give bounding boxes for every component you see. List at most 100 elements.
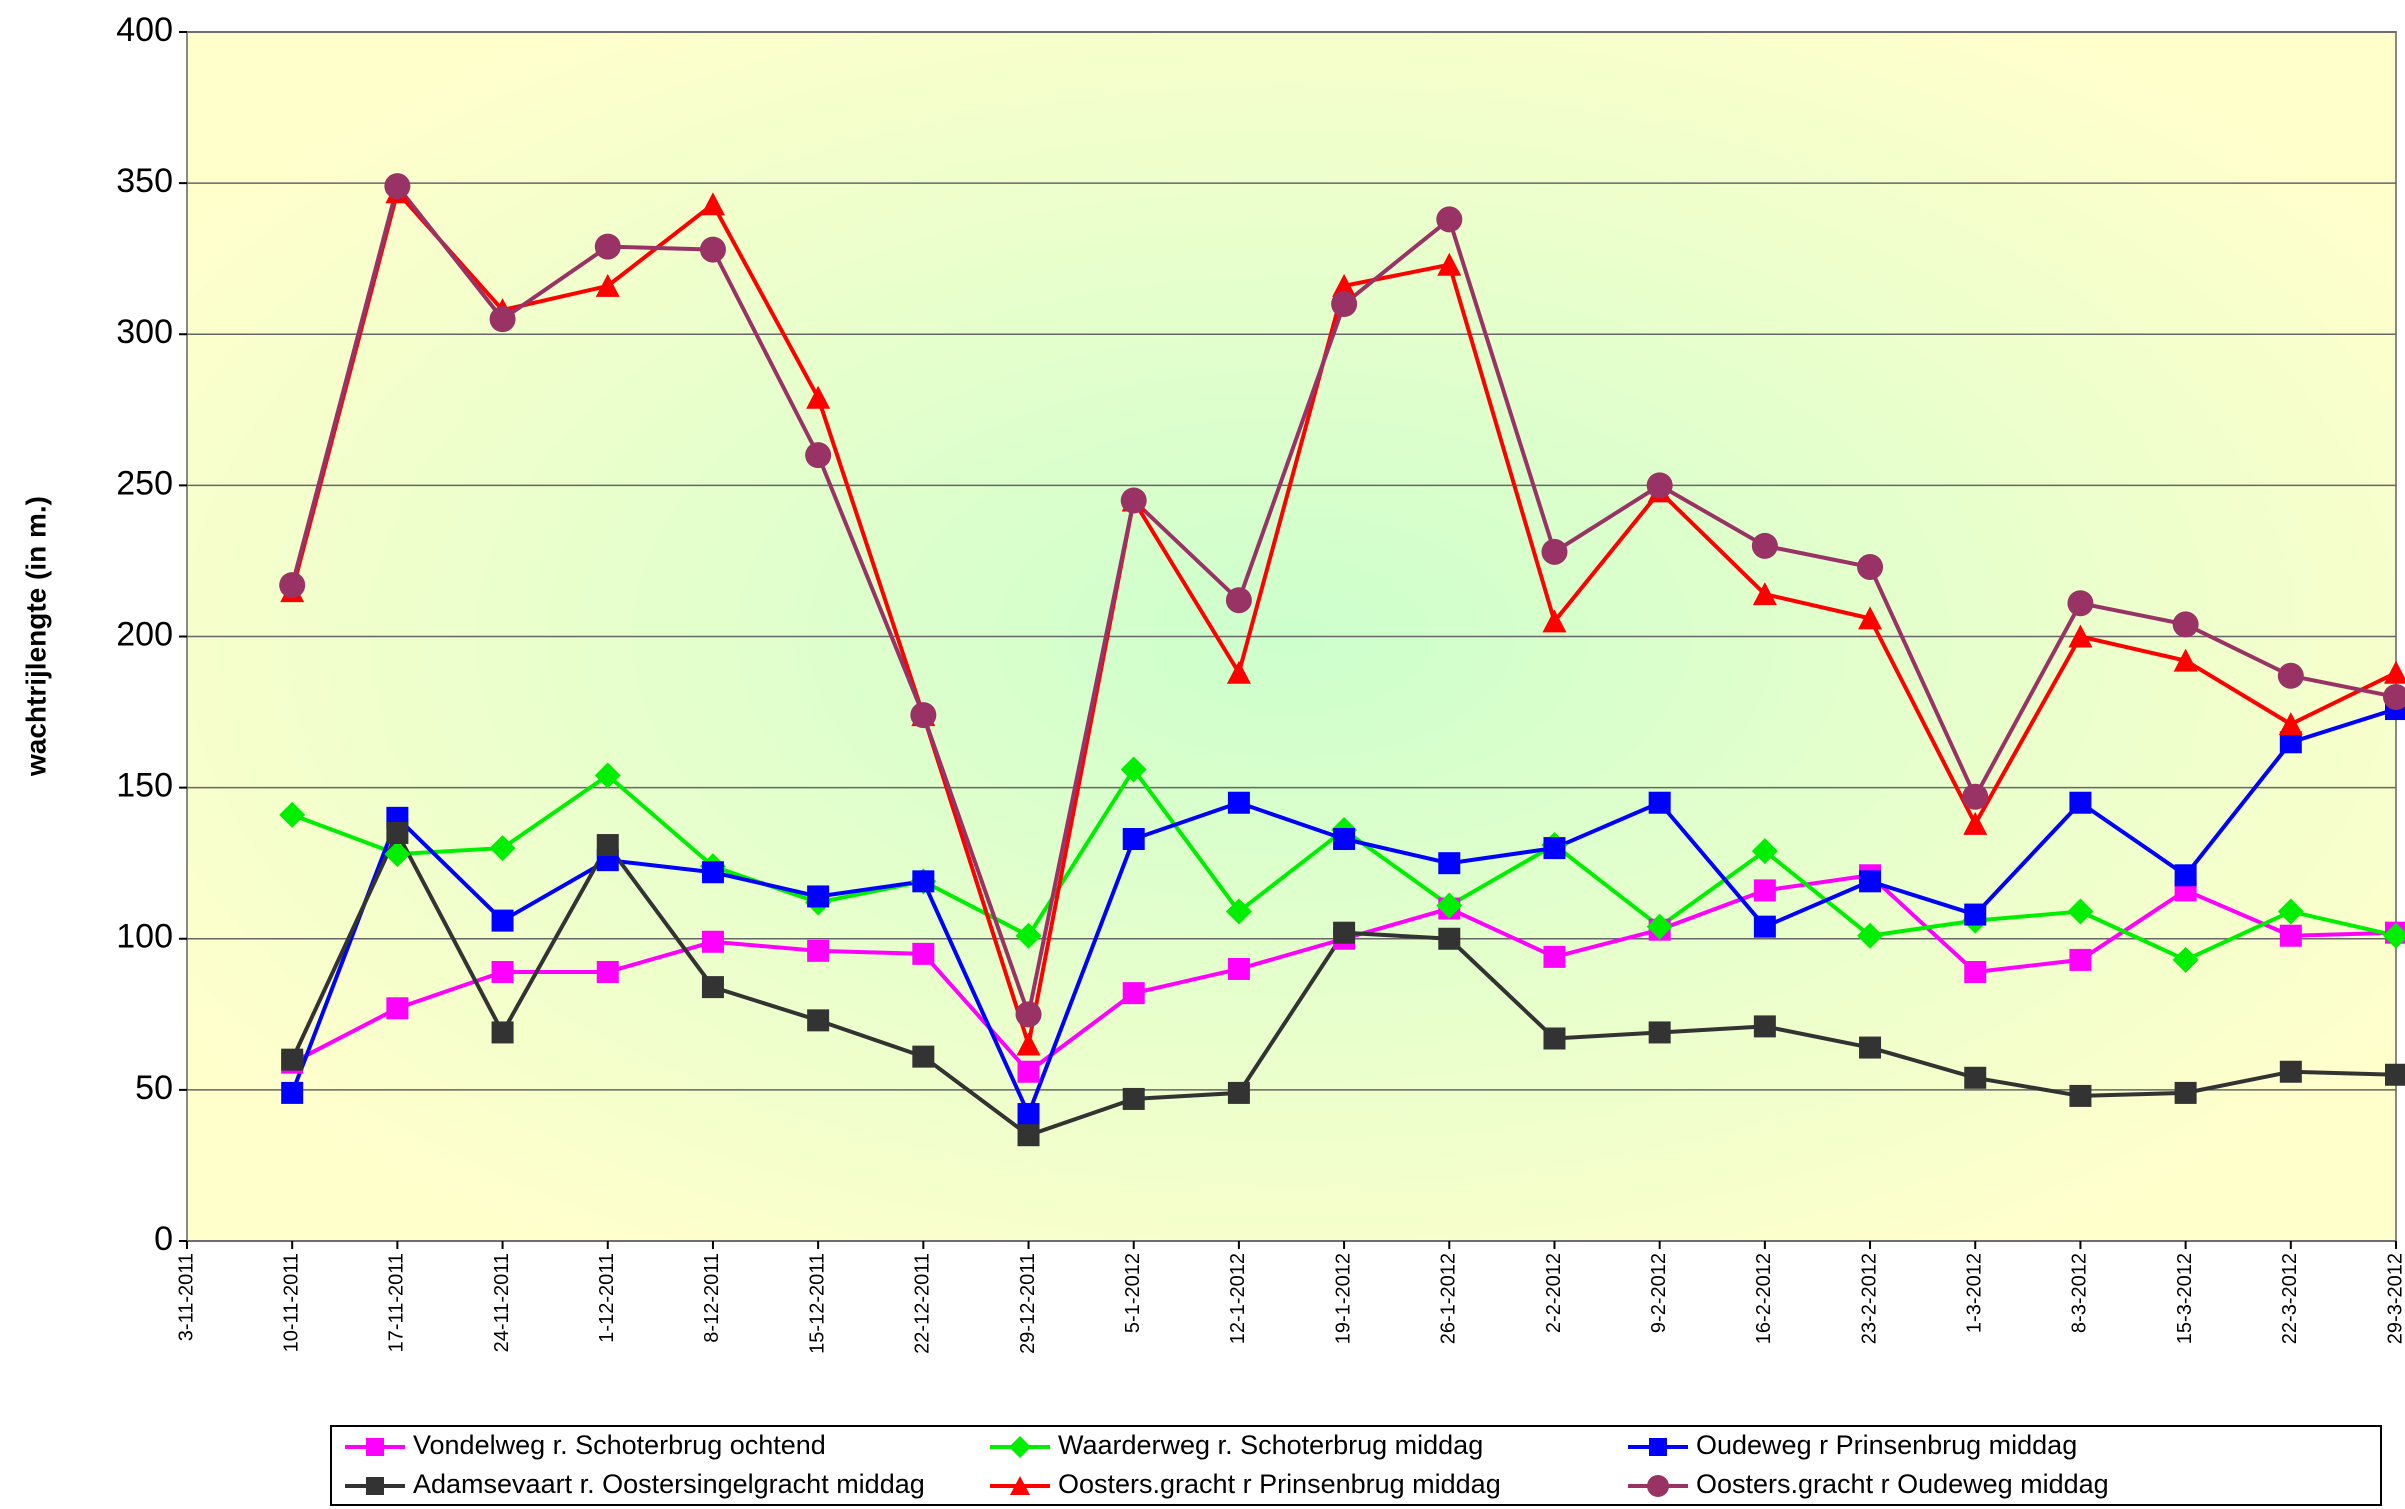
legend [330, 1425, 2382, 1506]
marker [1332, 273, 1357, 297]
x-tick-label: 19-1-2012 [1332, 1253, 1354, 1344]
marker [1648, 1021, 1671, 1044]
marker [1752, 582, 1777, 606]
marker [1016, 1032, 1041, 1056]
marker [1009, 1436, 1031, 1458]
legend-label: Oosters.gracht r Prinsenbrug middag [1058, 1469, 1501, 1499]
marker [701, 861, 724, 884]
x-tick-label: 29-12-2011 [1017, 1253, 1039, 1354]
marker [2279, 1060, 2302, 1083]
marker [912, 870, 935, 893]
marker [1331, 291, 1358, 318]
marker [1543, 945, 1566, 968]
marker [1542, 609, 1567, 633]
marker [596, 960, 619, 983]
marker [491, 909, 514, 932]
marker [2174, 864, 2197, 887]
marker [1227, 791, 1250, 814]
x-tick-label: 29-3-2012 [2384, 1253, 2405, 1344]
marker [2172, 946, 2199, 973]
marker [1543, 837, 1566, 860]
marker [1964, 960, 1987, 983]
marker [1120, 487, 1147, 514]
marker [1122, 828, 1145, 851]
marker [806, 385, 831, 409]
marker [1227, 957, 1250, 980]
marker [2068, 624, 2093, 648]
marker [386, 821, 409, 844]
marker [1859, 870, 1882, 893]
marker [1647, 1475, 1669, 1497]
y-tick-label: 400 [116, 11, 173, 49]
marker [1648, 791, 1671, 814]
marker [1541, 538, 1568, 565]
marker [2173, 648, 2198, 672]
marker [1226, 660, 1251, 684]
y-tick-label: 100 [116, 918, 173, 956]
marker [386, 997, 409, 1020]
y-tick-label: 0 [154, 1220, 173, 1258]
marker [1543, 1027, 1566, 1050]
marker [1438, 927, 1461, 950]
marker [1436, 892, 1463, 919]
marker [1859, 1036, 1882, 1059]
y-tick-label: 50 [135, 1069, 173, 1107]
marker [281, 1081, 304, 1104]
marker [1962, 783, 1989, 810]
marker [2278, 712, 2303, 736]
marker [281, 1048, 304, 1071]
marker [1017, 1060, 1040, 1083]
marker [2067, 898, 2094, 925]
x-tick-label: 23-2-2012 [1858, 1253, 1880, 1344]
x-tick-label: 2-2-2012 [1543, 1253, 1565, 1333]
x-tick-label: 15-12-2011 [806, 1253, 828, 1354]
marker [1120, 756, 1147, 783]
marker [1015, 1001, 1042, 1028]
marker [366, 1477, 384, 1495]
marker [807, 939, 830, 962]
marker [912, 1045, 935, 1068]
marker [807, 885, 830, 908]
marker [701, 930, 724, 953]
x-tick-label: 16-2-2012 [1753, 1253, 1775, 1344]
x-tick-label: 22-12-2011 [912, 1253, 934, 1354]
legend-label: Vondelweg r. Schoterbrug ochtend [413, 1430, 826, 1460]
marker [701, 976, 724, 999]
marker [1436, 206, 1463, 233]
marker [1646, 472, 1673, 499]
marker [489, 306, 516, 333]
marker [1438, 852, 1461, 875]
legend-label: Waarderweg r. Schoterbrug middag [1058, 1430, 1483, 1460]
x-tick-label: 24-11-2011 [491, 1253, 513, 1352]
x-tick-label: 15-3-2012 [2174, 1253, 2196, 1344]
x-tick-label: 5-1-2012 [1122, 1253, 1144, 1333]
marker [2277, 898, 2304, 925]
marker [1751, 532, 1778, 559]
marker [595, 273, 620, 297]
marker [1646, 913, 1673, 940]
marker [594, 233, 621, 260]
marker [1753, 915, 1776, 938]
marker [1753, 879, 1776, 902]
marker [2279, 731, 2302, 754]
marker [910, 702, 937, 729]
marker [1227, 1081, 1250, 1104]
marker [1751, 838, 1778, 865]
x-tick-label: 3-11-2011 [175, 1253, 197, 1341]
marker [699, 236, 726, 263]
marker [1964, 903, 1987, 926]
marker [1964, 1066, 1987, 1089]
marker [1122, 982, 1145, 1005]
marker [2069, 791, 2092, 814]
x-tick-label: 12-1-2012 [1227, 1253, 1249, 1344]
y-tick-label: 200 [116, 615, 173, 653]
marker [489, 835, 516, 862]
x-tick-label: 10-11-2011 [280, 1253, 302, 1352]
y-axis-label: wachtrijlengte (in m.) [20, 496, 51, 777]
marker [1225, 898, 1252, 925]
marker [1963, 811, 1988, 835]
legend-label: Oudeweg r Prinsenbrug middag [1696, 1430, 2077, 1460]
marker [491, 1021, 514, 1044]
marker [2277, 662, 2304, 689]
marker [384, 173, 411, 200]
